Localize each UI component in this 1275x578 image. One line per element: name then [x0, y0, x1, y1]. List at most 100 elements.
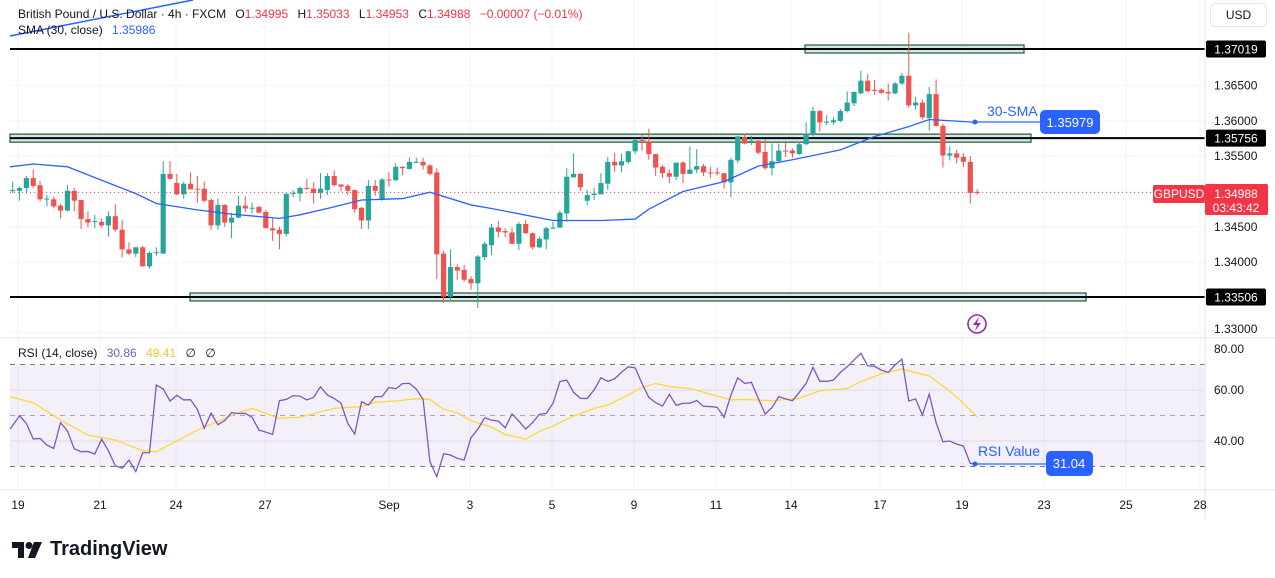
candle-body	[256, 207, 262, 213]
candle-body	[146, 252, 153, 267]
candle-body	[605, 161, 611, 184]
candle-body	[577, 173, 584, 188]
current-symbol: GBPUSD	[1154, 187, 1205, 201]
candle-body	[44, 198, 50, 200]
candle-body	[803, 133, 809, 145]
candle-body	[386, 179, 392, 181]
candle-body	[194, 188, 200, 190]
sma-annotation-text: 30-SMA	[987, 103, 1038, 119]
candle-body	[830, 120, 837, 123]
candle-body	[762, 151, 768, 169]
price-level-badge	[1206, 129, 1266, 147]
candle-body	[653, 154, 659, 168]
candle-body	[906, 75, 912, 106]
candle-body	[140, 247, 146, 267]
candle-body	[543, 228, 549, 240]
empty-set-icon: ∅	[205, 346, 215, 360]
lightning-icon[interactable]	[967, 314, 987, 334]
candle-body	[420, 161, 426, 166]
current-price-label: GBPUSD 1.34988 03:43:42	[1153, 184, 1268, 215]
time-tick-label: 23	[1037, 498, 1051, 512]
candles	[10, 32, 980, 308]
candle-body	[570, 173, 577, 178]
price-tick-label: 1.35500	[1214, 149, 1258, 163]
open-value: 1.34995	[245, 7, 289, 21]
candle-body	[64, 190, 71, 211]
zones[interactable]	[9, 44, 1205, 302]
price-level-label: 1.37019	[1214, 43, 1258, 57]
candle-body	[270, 228, 276, 231]
candle-body	[345, 185, 351, 191]
price-axis[interactable]: 1.36500 1.36000 1.35500 1.34500 1.34000 1.330…	[1206, 40, 1266, 337]
candle-body	[796, 144, 802, 155]
candle-body	[215, 204, 221, 226]
candle-body	[714, 172, 720, 174]
candle-body	[769, 161, 775, 169]
rsi-axis[interactable]: 80.00 60.00 40.00	[1214, 342, 1244, 448]
candle-body	[475, 256, 481, 284]
rsi-tick-label: 80.00	[1214, 342, 1244, 356]
candle-body	[372, 185, 378, 191]
candle-body	[933, 94, 939, 126]
time-axis[interactable]: 19 21 24 27 Sep 3 5 9 11 14 17 19 23 25 28	[11, 498, 1207, 512]
price-tick-label: 1.36500	[1214, 79, 1258, 93]
chart-legend[interactable]: British Pound / U.S. Dollar · 4h · FXCM …	[18, 7, 582, 360]
candle-body	[837, 111, 843, 121]
sma-annotation[interactable]: 30-SMA 1.35979	[972, 103, 1101, 134]
candle-body	[680, 162, 686, 174]
candle-body	[160, 173, 166, 254]
close-value: 1.34988	[427, 7, 471, 21]
candle-body	[304, 187, 310, 189]
candle-body	[153, 252, 159, 254]
rsi-annotation[interactable]: RSI Value 31.04	[972, 443, 1094, 476]
tradingview-logo[interactable]: TradingView	[12, 538, 167, 561]
candle-body	[187, 183, 194, 190]
candle-body	[331, 175, 337, 186]
candle-body	[201, 188, 207, 201]
time-tick-label: 3	[467, 498, 474, 512]
candle-body	[885, 91, 891, 94]
candle-body	[434, 172, 440, 255]
sma-legend-label: SMA (30, close)	[18, 23, 103, 37]
candle-body	[427, 165, 433, 174]
price-level-label: 1.33506	[1214, 290, 1258, 304]
chart-canvas[interactable]: 30-SMA 1.35979 RSI Value 31.04 1.365001.…	[0, 0, 1275, 522]
candle-body	[263, 211, 269, 229]
time-tick-label: 19	[11, 498, 25, 512]
candle-body	[174, 183, 180, 195]
brand-name: TradingView	[50, 538, 168, 560]
candle-body	[516, 223, 522, 244]
trend-line[interactable]	[9, 0, 194, 37]
candle-body	[454, 267, 460, 271]
candle-body	[851, 91, 857, 104]
time-tick-label: 17	[873, 498, 887, 512]
currency-button[interactable]: USD	[1210, 3, 1267, 27]
svg-text:British Pound / U.S. Dollar ·: British Pound / U.S. Dollar · 4h · FXCM …	[18, 7, 582, 21]
candle-body	[755, 140, 761, 153]
candle-body	[899, 75, 905, 84]
candle-body	[133, 247, 139, 254]
sma-line[interactable]	[9, 118, 978, 222]
rsi-annotation-text: RSI Value	[978, 443, 1040, 459]
sma-annotation-badge: 1.35979	[1047, 115, 1094, 130]
candle-body	[393, 166, 399, 181]
candle-body	[447, 267, 454, 297]
candle-body	[892, 83, 898, 94]
candle-body	[789, 150, 796, 154]
sma-legend-value: 1.35986	[112, 23, 156, 37]
candle-body	[509, 232, 515, 244]
candle-body	[721, 173, 727, 183]
candle-body	[919, 102, 926, 118]
candle-body	[947, 153, 953, 156]
candle-body	[694, 166, 700, 170]
candle-body	[960, 156, 967, 162]
price-level-badge	[1206, 288, 1266, 306]
candle-body	[99, 221, 105, 226]
candle-body	[776, 150, 782, 162]
candle-body	[618, 161, 625, 166]
time-tick-label: 28	[1193, 498, 1207, 512]
candle-body	[181, 183, 187, 195]
empty-set-icon: ∅	[185, 346, 195, 360]
candle-body	[584, 195, 590, 201]
candle-body	[954, 153, 960, 158]
